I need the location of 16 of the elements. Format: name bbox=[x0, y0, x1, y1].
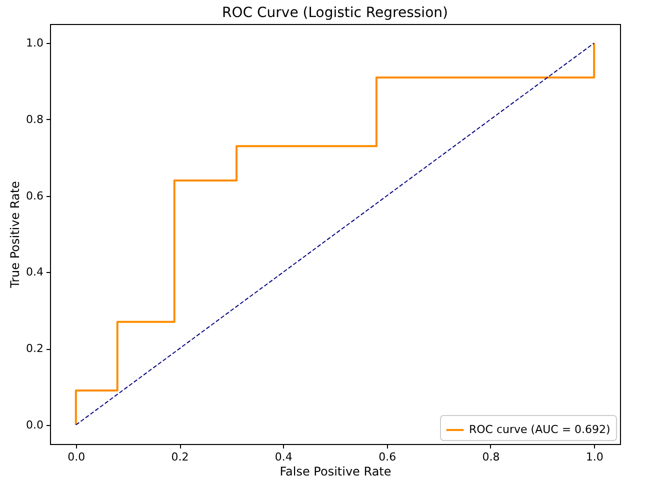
y-axis-title: True Positive Rate bbox=[8, 181, 22, 289]
x-tick-label: 0.6 bbox=[378, 450, 396, 464]
x-axis-title: False Positive Rate bbox=[280, 464, 392, 478]
legend-label: ROC curve (AUC = 0.692) bbox=[469, 423, 610, 436]
chart-title: ROC Curve (Logistic Regression) bbox=[222, 5, 448, 21]
y-tick-label: 0.8 bbox=[26, 112, 44, 126]
y-tick-label: 0.0 bbox=[26, 418, 44, 432]
y-tick-label: 0.4 bbox=[26, 266, 44, 279]
y-tick-label: 1.0 bbox=[26, 36, 44, 50]
x-tick-label: 0.2 bbox=[171, 450, 189, 464]
x-tick-label: 0.0 bbox=[68, 450, 86, 464]
x-tick-label: 0.4 bbox=[274, 450, 292, 464]
x-tick-label: 1.0 bbox=[586, 450, 604, 464]
y-tick-label: 0.6 bbox=[26, 189, 44, 202]
x-tick-label: 0.8 bbox=[482, 450, 500, 464]
y-tick-label: 0.2 bbox=[26, 342, 44, 356]
